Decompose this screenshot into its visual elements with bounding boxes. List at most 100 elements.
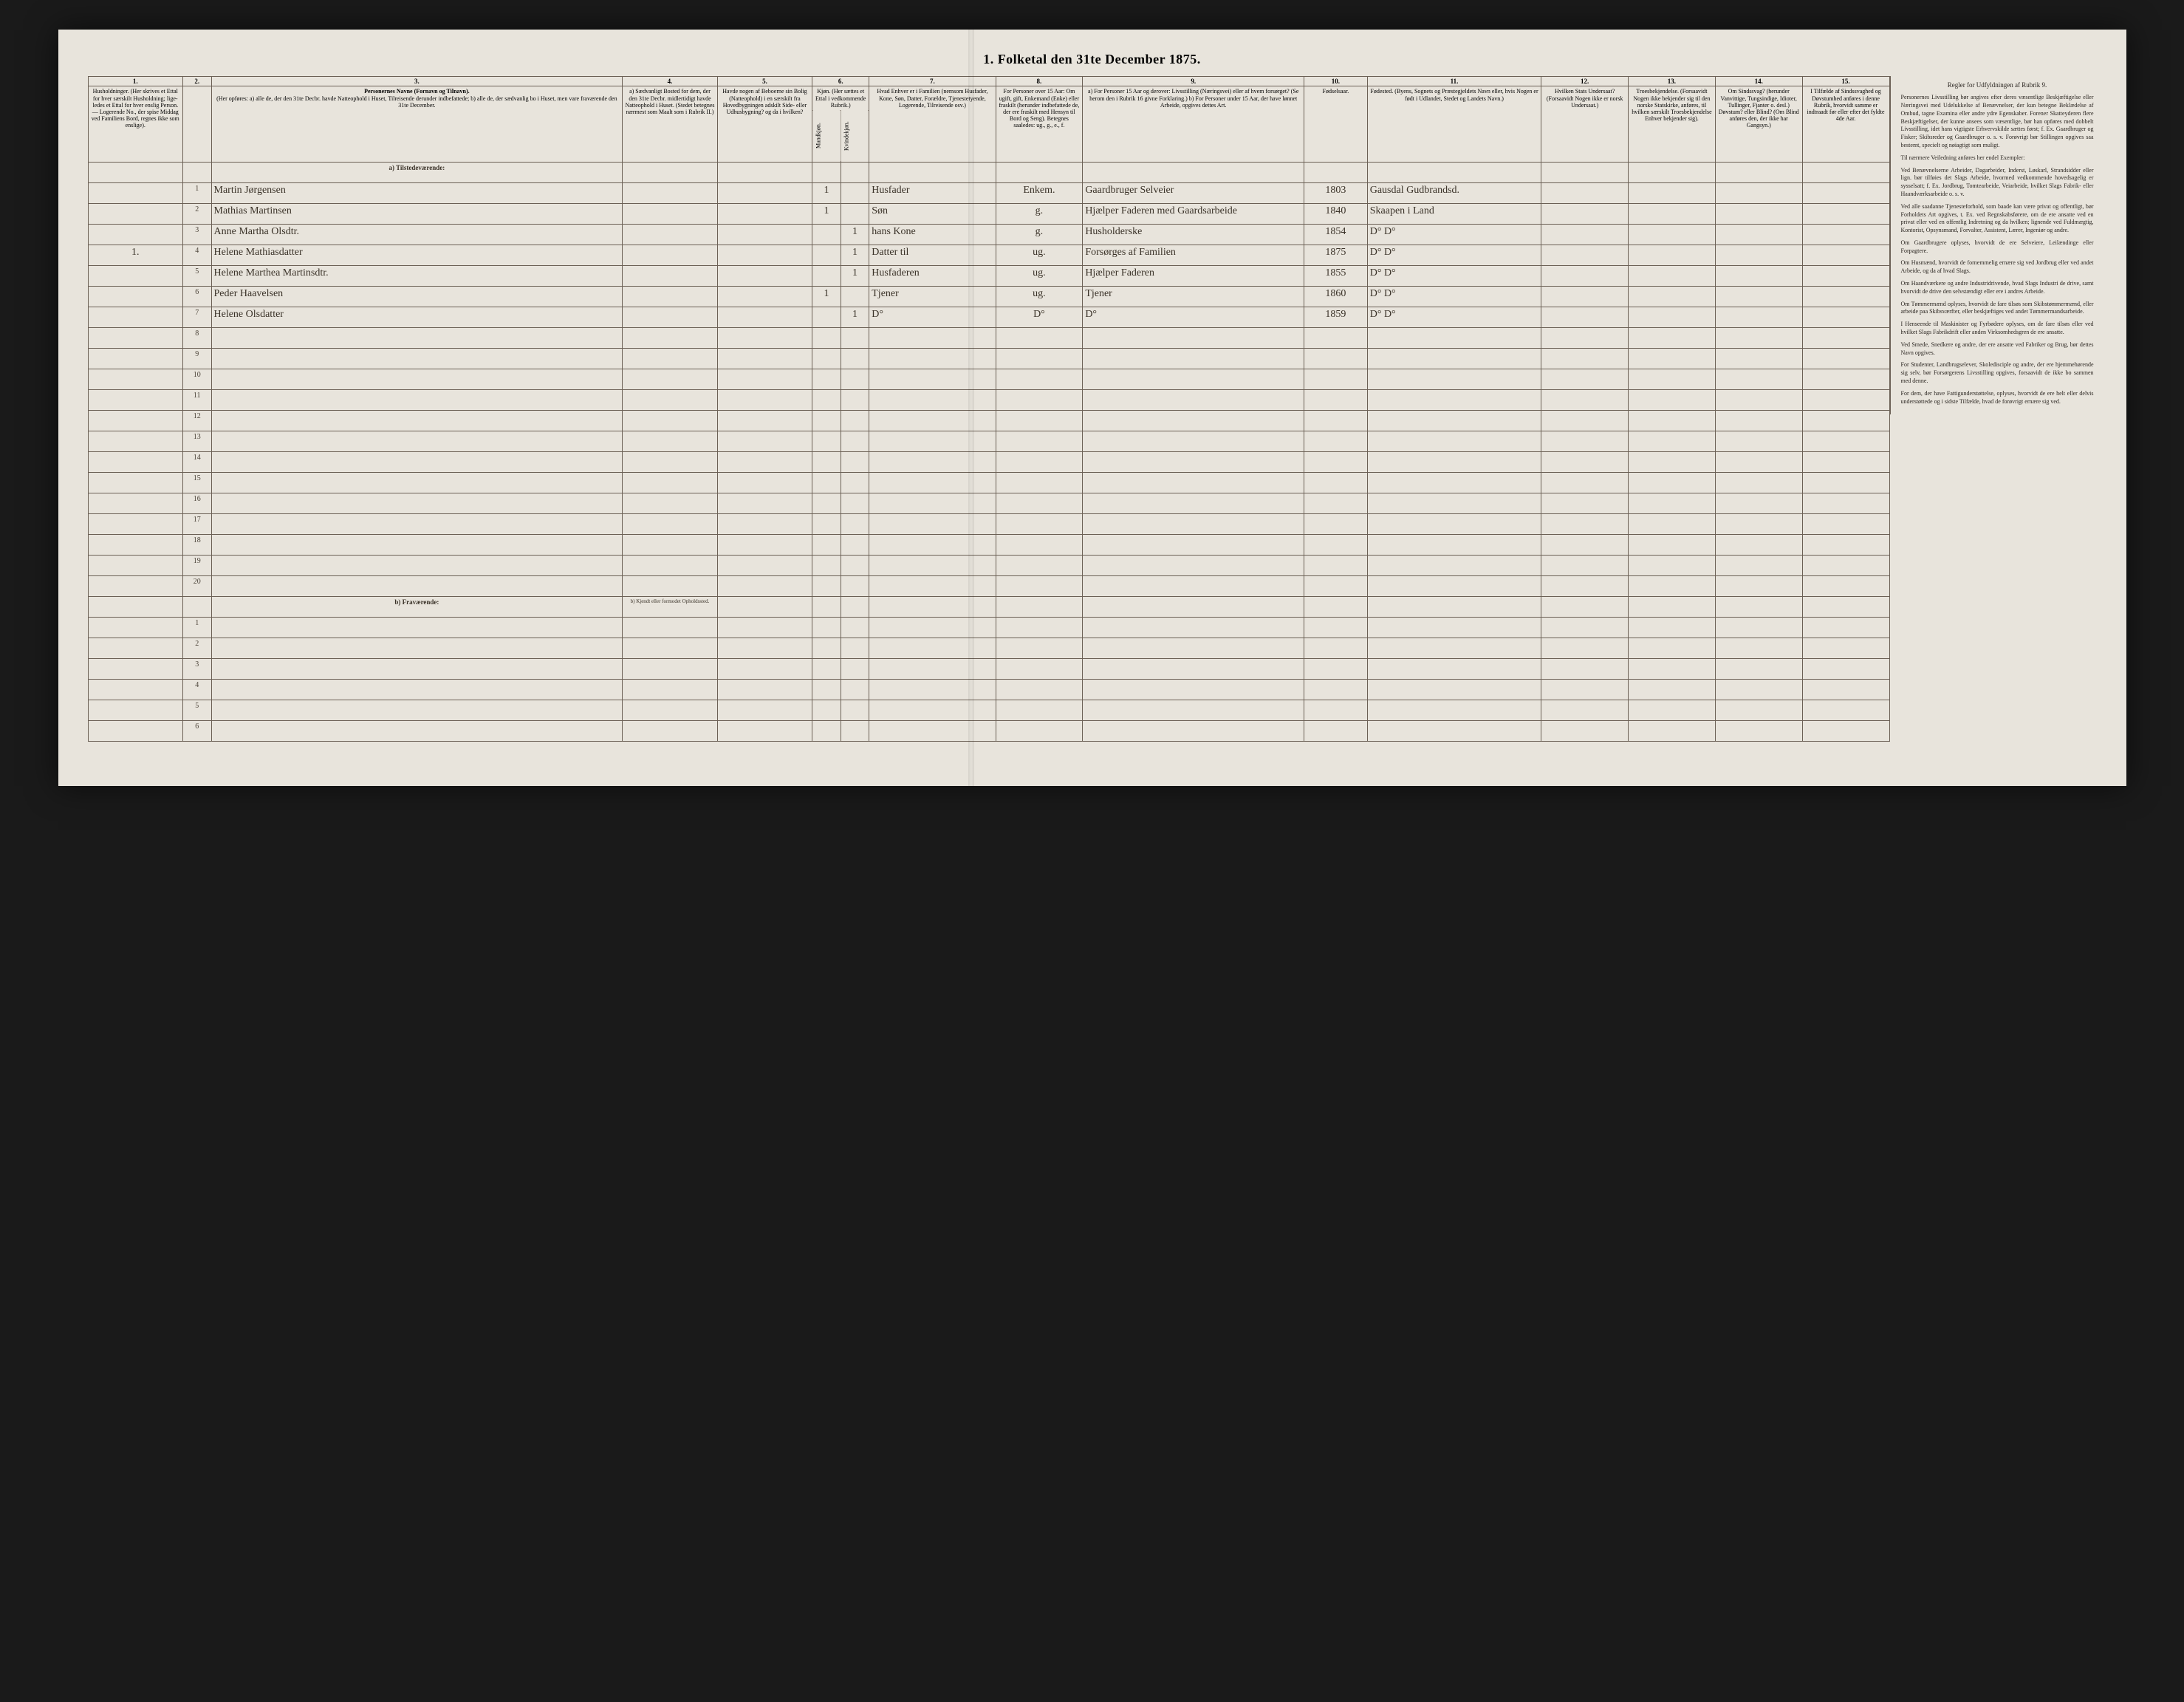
cell [996, 327, 1083, 348]
cell-sind [1715, 307, 1802, 327]
cell [869, 369, 996, 389]
cell [812, 369, 841, 389]
cell [1304, 679, 1368, 700]
cell [717, 534, 812, 555]
cell [717, 493, 812, 513]
cell [623, 720, 717, 741]
cell [1541, 720, 1629, 741]
colnum-5: 5. [717, 77, 812, 86]
cell [1304, 389, 1368, 410]
cell-civil: D° [996, 307, 1083, 327]
colnum-6: 6. [812, 77, 869, 86]
cell [996, 410, 1083, 431]
cell-bolig [717, 286, 812, 307]
cell [1367, 431, 1541, 451]
cell [1802, 700, 1889, 720]
cell [841, 472, 869, 493]
cell-rownum: 20 [182, 575, 211, 596]
cell [1715, 720, 1802, 741]
instructions-panel: Regler for Udfyldningen af Rubrik 9. Per… [1890, 76, 2097, 414]
cell [1802, 555, 1889, 575]
cell [1367, 555, 1541, 575]
cell [996, 389, 1083, 410]
table-row-blank: 12 [88, 410, 1889, 431]
cell [623, 555, 717, 575]
cell [869, 638, 996, 658]
table-row-blank: 16 [88, 493, 1889, 513]
cell-familie: Datter til [869, 245, 996, 265]
cell [841, 410, 869, 431]
colnum-8: 8. [996, 77, 1083, 86]
cell-sind [1715, 265, 1802, 286]
cell-rownum: 3 [182, 224, 211, 245]
cell [1541, 575, 1629, 596]
cell [1367, 369, 1541, 389]
colnum-15: 15. [1802, 77, 1889, 86]
cell [717, 638, 812, 658]
table-row-blank: 17 [88, 513, 1889, 534]
cell [1802, 534, 1889, 555]
cell [623, 389, 717, 410]
cell [623, 679, 717, 700]
cell-tro [1629, 307, 1716, 327]
cell [211, 555, 623, 575]
cell-occ: Hjælper Faderen med Gaardsarbeide [1083, 203, 1304, 224]
instructions-paragraph: For Studenter, Landbrugselever, Skoledis… [1901, 361, 2094, 385]
cell-stat [1541, 245, 1629, 265]
cell-rownum: 7 [182, 307, 211, 327]
cell-sind [1715, 203, 1802, 224]
cell-occ: Hjælper Faderen [1083, 265, 1304, 286]
cell [1304, 513, 1368, 534]
cell [1367, 389, 1541, 410]
cell [812, 389, 841, 410]
table-row-blank: 13 [88, 431, 1889, 451]
cell [1629, 348, 1716, 369]
cell-kvinde [841, 203, 869, 224]
cell [717, 555, 812, 575]
cell [1304, 638, 1368, 658]
cell [841, 638, 869, 658]
cell [211, 369, 623, 389]
table-row-blank: 14 [88, 451, 1889, 472]
cell [1629, 720, 1716, 741]
cell [869, 493, 996, 513]
cell [1802, 575, 1889, 596]
instructions-paragraph: Ved Benævnelserne Arbeider, Dagarbeider,… [1901, 167, 2094, 199]
ledger-table-wrap: 1. 2. 3. 4. 5. 6. 7. 8. 9. 10. 11. 12. 1… [88, 76, 1890, 742]
cell [1367, 679, 1541, 700]
cell [717, 410, 812, 431]
cell [623, 472, 717, 493]
cell [841, 720, 869, 741]
cell-fodested: D° D° [1367, 224, 1541, 245]
cell-rownum: 1 [182, 617, 211, 638]
cell [996, 720, 1083, 741]
cell-kvinde: 1 [841, 307, 869, 327]
instructions-paragraph: For dem, der have Fattigunderstøttelse, … [1901, 390, 2094, 406]
cell [88, 348, 182, 369]
cell-dov [1802, 286, 1889, 307]
cell [623, 493, 717, 513]
cell [88, 700, 182, 720]
cell [1083, 348, 1304, 369]
cell-name: Helene Marthea Martinsdtr. [211, 265, 623, 286]
cell [211, 348, 623, 369]
cell-name: Mathias Martinsen [211, 203, 623, 224]
instructions-paragraph: I Henseende til Maskinister og Fyrbødere… [1901, 321, 2094, 337]
table-row-blank: 8 [88, 327, 1889, 348]
cell-hush [88, 286, 182, 307]
cell [841, 555, 869, 575]
hdr-civil: For Personer over 15 Aar: Om ugift, gift… [996, 86, 1083, 163]
cell [88, 410, 182, 431]
cell-kvinde: 1 [841, 265, 869, 286]
cell [1304, 348, 1368, 369]
colnum-10: 10. [1304, 77, 1368, 86]
cell-occ: Gaardbruger Selveier [1083, 182, 1304, 203]
cell [88, 638, 182, 658]
cell [211, 431, 623, 451]
section-b-header-row: b) Fraværende: b) Kjendt eller formodet … [88, 596, 1889, 617]
cell-civil: g. [996, 224, 1083, 245]
cell [1304, 575, 1368, 596]
cell-fodested: Skaapen i Land [1367, 203, 1541, 224]
cell [623, 513, 717, 534]
cell-rownum: 9 [182, 348, 211, 369]
